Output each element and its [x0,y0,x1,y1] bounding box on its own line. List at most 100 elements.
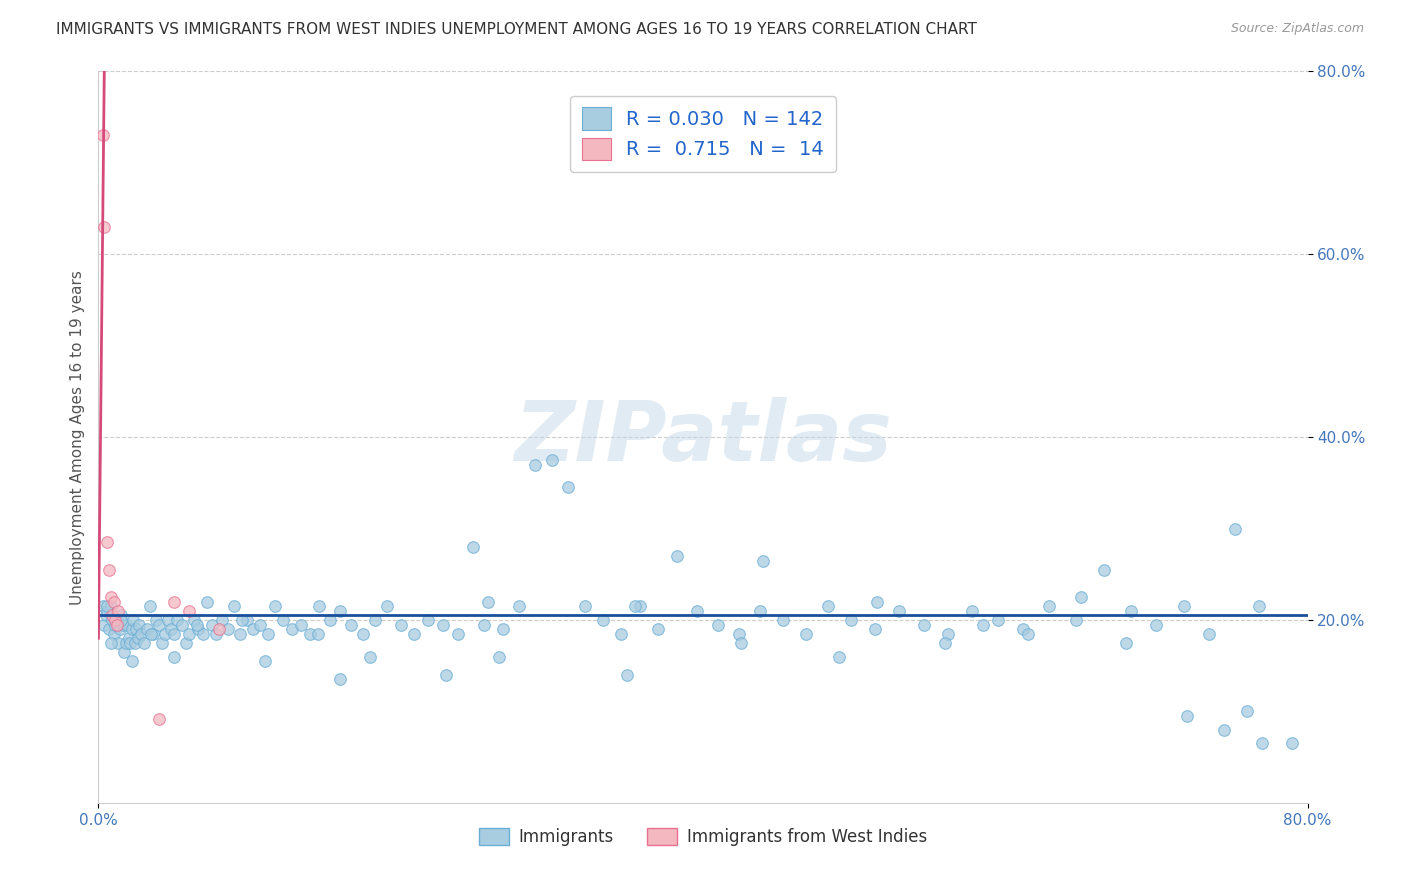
Point [96,599,118,614]
Point [120,636,142,650]
Point [1066,613,1088,627]
Point [477,594,499,608]
Point [98,563,121,577]
Point [352,626,374,640]
Point [98,622,121,636]
Point [752,553,775,567]
Point [104,613,127,627]
Point [111,617,134,632]
Point [249,617,271,632]
Point [1038,599,1060,614]
Point [105,617,128,632]
Point [103,626,125,640]
Point [375,599,398,614]
Point [508,599,530,614]
Point [318,613,340,627]
Point [472,617,495,632]
Point [540,453,562,467]
Point [127,632,149,646]
Point [256,626,278,640]
Point [94,608,117,623]
Legend: Immigrants, Immigrants from West Indies: Immigrants, Immigrants from West Indies [472,822,934,853]
Point [1144,617,1167,632]
Point [129,626,152,640]
Point [132,636,155,650]
Point [839,613,862,627]
Point [139,599,162,614]
Point [108,622,131,636]
Point [156,613,179,627]
Point [96,535,118,549]
Point [148,617,170,632]
Point [1281,736,1303,750]
Point [416,613,439,627]
Point [404,626,426,640]
Point [253,654,276,668]
Point [936,626,959,640]
Point [987,613,1010,627]
Point [828,649,851,664]
Point [912,617,935,632]
Point [115,617,138,632]
Point [91,599,114,614]
Point [1175,709,1198,723]
Point [329,673,352,687]
Point [163,626,186,640]
Point [122,613,145,627]
Point [118,632,141,646]
Point [1115,636,1137,650]
Point [93,617,115,632]
Point [150,636,173,650]
Point [364,613,387,627]
Point [772,613,794,627]
Text: ZIPatlas: ZIPatlas [515,397,891,477]
Point [163,594,186,608]
Point [179,604,201,618]
Point [340,617,363,632]
Point [125,622,148,636]
Point [235,613,257,627]
Point [114,636,136,650]
Point [100,636,122,650]
Point [592,613,614,627]
Point [308,599,330,614]
Point [1213,723,1236,737]
Point [1012,622,1035,636]
Point [105,613,128,627]
Point [624,599,647,614]
Point [1249,599,1271,614]
Point [231,613,253,627]
Point [142,626,165,640]
Point [100,599,122,614]
Point [817,599,839,614]
Point [174,636,197,650]
Point [217,622,239,636]
Point [749,604,772,618]
Point [492,622,515,636]
Point [205,626,228,640]
Text: IMMIGRANTS VS IMMIGRANTS FROM WEST INDIES UNEMPLOYMENT AMONG AGES 16 TO 19 YEARS: IMMIGRANTS VS IMMIGRANTS FROM WEST INDIE… [56,22,977,37]
Point [389,617,412,632]
Point [264,599,287,614]
Point [104,617,127,632]
Point [121,654,143,668]
Point [121,622,143,636]
Point [1251,736,1274,750]
Point [972,617,994,632]
Point [647,622,669,636]
Point [463,540,485,554]
Point [201,617,224,632]
Point [224,599,246,614]
Point [1017,626,1039,640]
Point [103,594,125,608]
Point [434,667,457,681]
Point [135,622,157,636]
Point [229,626,252,640]
Point [866,594,889,608]
Point [148,712,170,726]
Point [163,649,186,664]
Point [124,636,146,650]
Point [889,604,911,618]
Point [191,626,214,640]
Point [934,636,956,650]
